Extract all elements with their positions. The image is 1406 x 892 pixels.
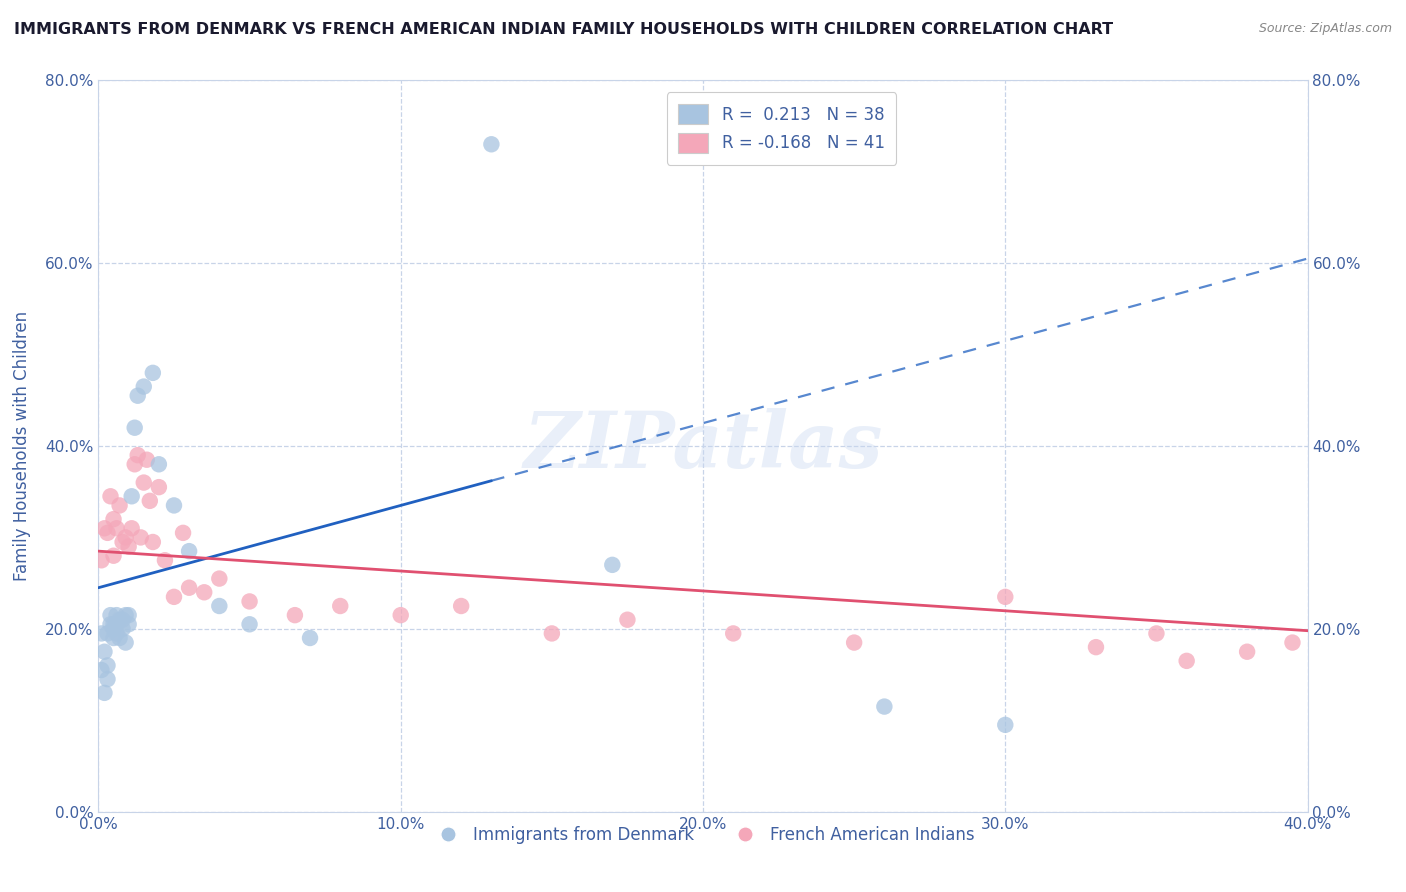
- Point: [148, 457, 170, 471]
- Point: [118, 608, 141, 623]
- Point: [103, 622, 125, 636]
- Point: [105, 617, 128, 632]
- Point: [994, 590, 1017, 604]
- Legend: Immigrants from Denmark, French American Indians: Immigrants from Denmark, French American…: [425, 820, 981, 851]
- Point: [114, 635, 136, 649]
- Point: [103, 512, 125, 526]
- Point: [121, 489, 143, 503]
- Text: IMMIGRANTS FROM DENMARK VS FRENCH AMERICAN INDIAN FAMILY HOUSEHOLDS WITH CHILDRE: IMMIGRANTS FROM DENMARK VS FRENCH AMERIC…: [14, 22, 1114, 37]
- Point: [100, 608, 122, 623]
- Point: [100, 617, 122, 632]
- Point: [93, 686, 115, 700]
- Point: [148, 480, 170, 494]
- Point: [1144, 626, 1167, 640]
- Point: [1175, 654, 1198, 668]
- Point: [96, 626, 118, 640]
- Point: [127, 448, 149, 462]
- Point: [96, 658, 118, 673]
- Point: [450, 599, 472, 613]
- Point: [153, 553, 176, 567]
- Point: [1236, 645, 1258, 659]
- Point: [284, 608, 307, 623]
- Point: [103, 631, 125, 645]
- Point: [103, 549, 125, 563]
- Point: [208, 599, 231, 613]
- Point: [142, 366, 165, 380]
- Point: [105, 626, 128, 640]
- Point: [108, 613, 131, 627]
- Point: [96, 525, 118, 540]
- Point: [100, 489, 122, 503]
- Point: [129, 530, 152, 544]
- Point: [127, 389, 149, 403]
- Point: [139, 494, 162, 508]
- Point: [172, 525, 194, 540]
- Point: [132, 475, 155, 490]
- Point: [602, 558, 624, 572]
- Point: [111, 622, 134, 636]
- Point: [844, 635, 866, 649]
- Point: [723, 626, 745, 640]
- Point: [105, 521, 128, 535]
- Point: [96, 672, 118, 686]
- Point: [481, 137, 503, 152]
- Point: [193, 585, 215, 599]
- Point: [239, 617, 262, 632]
- Point: [1085, 640, 1108, 655]
- Point: [208, 572, 231, 586]
- Point: [135, 452, 157, 467]
- Point: [873, 699, 896, 714]
- Point: [93, 645, 115, 659]
- Point: [90, 553, 112, 567]
- Point: [389, 608, 412, 623]
- Point: [103, 617, 125, 632]
- Point: [329, 599, 352, 613]
- Point: [114, 530, 136, 544]
- Point: [118, 540, 141, 554]
- Point: [299, 631, 322, 645]
- Point: [179, 581, 201, 595]
- Point: [124, 457, 146, 471]
- Point: [132, 379, 155, 393]
- Point: [111, 535, 134, 549]
- Point: [108, 499, 131, 513]
- Point: [93, 521, 115, 535]
- Point: [239, 594, 262, 608]
- Point: [108, 631, 131, 645]
- Point: [163, 499, 186, 513]
- Point: [105, 608, 128, 623]
- Point: [90, 626, 112, 640]
- Point: [124, 421, 146, 435]
- Point: [114, 608, 136, 623]
- Point: [111, 613, 134, 627]
- Point: [163, 590, 186, 604]
- Point: [616, 613, 638, 627]
- Point: [540, 626, 562, 640]
- Text: Source: ZipAtlas.com: Source: ZipAtlas.com: [1258, 22, 1392, 36]
- Text: ZIPatlas: ZIPatlas: [523, 408, 883, 484]
- Y-axis label: Family Households with Children: Family Households with Children: [13, 311, 31, 581]
- Point: [121, 521, 143, 535]
- Point: [1281, 635, 1303, 649]
- Point: [90, 663, 112, 677]
- Point: [142, 535, 165, 549]
- Point: [118, 617, 141, 632]
- Point: [179, 544, 201, 558]
- Point: [994, 718, 1017, 732]
